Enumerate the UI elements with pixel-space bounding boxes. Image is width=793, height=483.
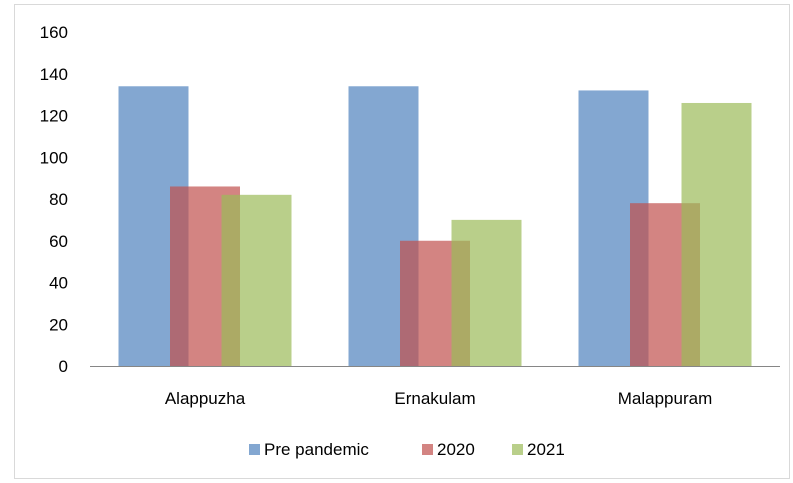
x-axis: Alappuzha Ernakulam Malappuram (165, 389, 712, 408)
chart-frame (14, 4, 790, 479)
y-tick-label: 140 (40, 65, 68, 84)
y-tick-label: 20 (49, 315, 68, 334)
legend-swatch (422, 444, 433, 455)
y-tick-label: 40 (49, 274, 68, 293)
x-tick-label: Malappuram (618, 389, 713, 408)
legend-label: Pre pandemic (264, 440, 369, 459)
bars (118, 86, 752, 367)
legend: Pre pandemic 2020 2021 (249, 440, 565, 459)
y-axis: 0 20 40 60 80 100 120 140 160 (40, 23, 68, 376)
x-tick-label: Ernakulam (394, 389, 475, 408)
x-tick-label: Alappuzha (165, 389, 246, 408)
legend-swatch (249, 444, 260, 455)
legend-label: 2021 (527, 440, 565, 459)
bar-2021-ernakulam (451, 219, 522, 366)
y-tick-label: 80 (49, 190, 68, 209)
y-tick-label: 0 (59, 357, 68, 376)
bar-2021-malappuram (681, 102, 752, 366)
y-tick-label: 120 (40, 107, 68, 126)
y-tick-label: 100 (40, 148, 68, 167)
bar-2021-alappuzha (221, 194, 292, 366)
y-tick-label: 60 (49, 232, 68, 251)
y-tick-label: 160 (40, 23, 68, 42)
legend-swatch (512, 444, 523, 455)
legend-label: 2020 (437, 440, 475, 459)
